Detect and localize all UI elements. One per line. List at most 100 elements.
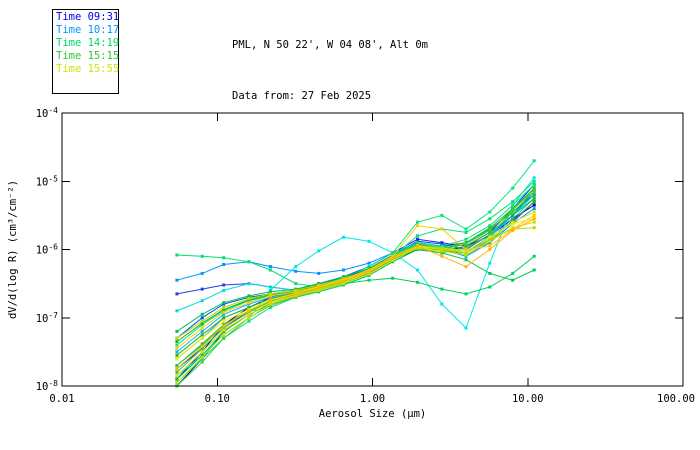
data-point-marker — [247, 282, 251, 286]
data-point-marker — [175, 353, 179, 357]
data-point-marker — [222, 263, 226, 266]
data-point-marker — [391, 258, 395, 262]
data-point-marker — [222, 326, 226, 330]
data-point-marker — [222, 333, 226, 337]
series-group — [175, 159, 536, 388]
data-point-marker — [222, 310, 226, 314]
data-point-marker — [488, 261, 492, 265]
data-point-marker — [317, 288, 321, 292]
plot-frame — [61, 112, 684, 387]
data-point-marker — [511, 200, 515, 204]
data-point-marker — [511, 228, 515, 232]
series-markers-2 — [175, 203, 536, 388]
data-point-marker — [200, 353, 204, 357]
data-point-marker — [222, 319, 226, 323]
data-point-marker — [175, 253, 179, 257]
data-point-marker — [247, 312, 251, 316]
series-line-1017-5 — [176, 208, 535, 281]
data-point-marker — [247, 294, 251, 298]
data-point-marker — [532, 176, 536, 180]
data-point-marker — [416, 224, 419, 228]
data-point-marker — [440, 254, 444, 258]
data-point-marker — [511, 271, 515, 275]
y-tick-label: 10-4 — [36, 106, 58, 120]
data-point-marker — [488, 235, 492, 239]
data-point-marker — [532, 226, 536, 230]
data-point-marker — [488, 217, 492, 221]
series-line-0931-4 — [176, 191, 535, 339]
data-point-marker — [488, 285, 492, 289]
data-point-marker — [488, 230, 492, 234]
data-point-marker — [532, 203, 536, 207]
y-tick-label: 10-5 — [36, 174, 58, 188]
data-point-marker — [200, 333, 204, 337]
data-point-marker — [294, 282, 298, 286]
data-point-marker — [511, 186, 515, 190]
data-point-marker — [175, 292, 179, 296]
data-point-marker — [317, 249, 321, 253]
data-point-marker — [367, 239, 371, 243]
data-point-marker — [416, 220, 419, 224]
data-point-marker — [464, 227, 468, 231]
data-point-marker — [294, 290, 298, 294]
series-markers-26 — [175, 217, 536, 371]
data-point-marker — [532, 254, 536, 258]
data-point-marker — [175, 343, 179, 347]
data-point-marker — [488, 271, 492, 275]
y-tick-label: 10-8 — [36, 379, 58, 393]
data-point-marker — [391, 251, 395, 255]
data-point-marker — [175, 364, 179, 367]
data-point-marker — [175, 367, 179, 371]
plot-titles: PML, N 50 22', W 04 08', Alt 0m Data fro… — [232, 3, 428, 139]
data-point-marker — [511, 213, 515, 217]
data-point-marker — [532, 187, 536, 191]
data-point-marker — [511, 278, 515, 282]
series-markers-14 — [175, 183, 536, 385]
data-point-marker — [416, 246, 419, 250]
data-point-marker — [200, 355, 204, 359]
data-point-marker — [200, 336, 204, 340]
data-point-marker — [268, 268, 272, 272]
data-point-marker — [464, 244, 468, 248]
data-point-marker — [268, 285, 272, 289]
x-tick-label: 10.00 — [512, 393, 544, 405]
data-point-marker — [247, 301, 251, 305]
data-point-marker — [317, 271, 321, 275]
data-point-marker — [268, 265, 272, 269]
data-point-marker — [200, 299, 204, 303]
data-point-marker — [317, 286, 321, 290]
data-point-marker — [532, 179, 536, 183]
x-tick-label: 0.10 — [205, 393, 230, 405]
data-point-marker — [532, 193, 536, 197]
data-point-marker — [175, 381, 179, 385]
data-point-marker — [200, 319, 204, 323]
data-point-marker — [367, 265, 371, 269]
data-point-marker — [247, 309, 251, 313]
series-line-1419-14 — [176, 184, 535, 383]
y-tick-label: 10-6 — [36, 243, 58, 257]
legend-item-09:31: Time 09:31 — [56, 11, 120, 23]
data-point-marker — [247, 260, 251, 264]
data-point-marker — [200, 316, 204, 320]
data-point-marker — [511, 217, 515, 221]
x-axis-label: Aerosol Size (μm) — [319, 408, 426, 420]
data-point-marker — [416, 244, 419, 248]
data-point-marker — [488, 248, 492, 251]
data-point-marker — [464, 258, 468, 262]
legend-item-15:55: Time 15:55 — [56, 63, 120, 75]
data-point-marker — [268, 294, 272, 298]
data-point-marker — [342, 235, 345, 239]
data-point-marker — [175, 370, 179, 374]
legend-item-14:19: Time 14:19 — [56, 37, 120, 49]
y-axis-label: dV/d(log R) (cm³/cm⁻²) — [7, 180, 19, 319]
data-point-marker — [268, 292, 272, 296]
data-point-marker — [200, 254, 204, 258]
data-point-marker — [247, 319, 251, 323]
data-point-marker — [342, 282, 345, 286]
data-point-marker — [488, 228, 492, 232]
data-point-marker — [247, 297, 251, 301]
data-point-marker — [464, 253, 468, 257]
series-line-1555-26 — [176, 218, 535, 370]
data-point-marker — [342, 279, 345, 283]
data-point-marker — [200, 321, 204, 325]
